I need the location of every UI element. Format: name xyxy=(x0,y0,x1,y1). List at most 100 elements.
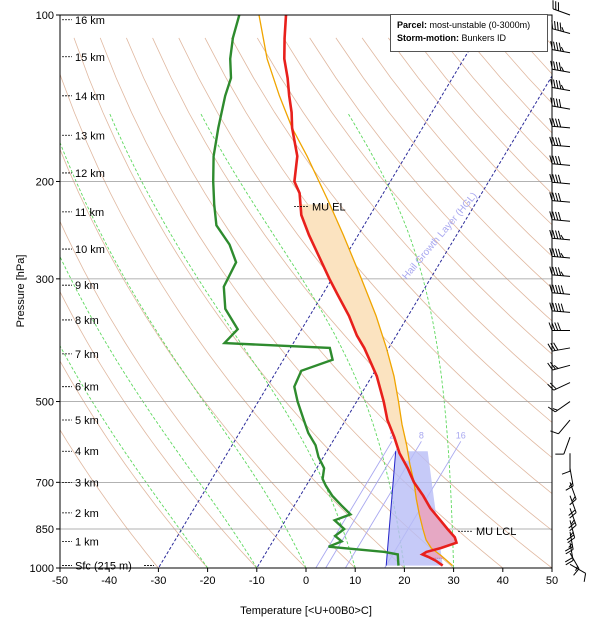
wind-barb-feather xyxy=(555,155,559,165)
wind-barb xyxy=(549,211,571,222)
x-tick-label: -20 xyxy=(200,575,216,587)
x-axis-label: Temperature [<U+00B0>C] xyxy=(240,605,372,617)
x-tick-label: -50 xyxy=(52,575,68,587)
wind-barb xyxy=(569,552,580,576)
wind-barb-feather xyxy=(557,285,562,294)
wind-barb-feather xyxy=(558,80,562,90)
x-tick-label: 20 xyxy=(398,575,410,587)
y-tick-label: 850 xyxy=(36,524,54,536)
height-label: 13 km xyxy=(75,130,105,142)
wind-barb-feather xyxy=(552,408,558,411)
x-tick-label: 50 xyxy=(546,575,558,587)
wind-barb-staff xyxy=(569,508,577,526)
wind-barb-staff xyxy=(552,86,571,92)
moist-adiabat xyxy=(60,344,208,568)
height-label: 1 km xyxy=(75,536,99,548)
wind-barb-staff xyxy=(552,219,571,222)
x-tick-label: 40 xyxy=(497,575,509,587)
wind-barb xyxy=(549,117,571,129)
wind-barb-feather xyxy=(547,383,555,391)
wind-barb-feather xyxy=(549,382,557,390)
wind-barb-feather xyxy=(549,266,553,275)
wind-barb-feather xyxy=(559,22,562,32)
wind-barb xyxy=(569,563,587,582)
dry-adiabat xyxy=(283,37,552,355)
wind-barb xyxy=(569,482,577,506)
wind-barb-feather xyxy=(560,303,565,312)
wind-barb-staff xyxy=(569,468,574,487)
wind-barb xyxy=(550,41,571,54)
wind-barb xyxy=(550,60,571,73)
wind-barb-feather xyxy=(549,248,553,257)
dry-adiabat xyxy=(60,290,258,568)
dry-adiabat xyxy=(230,37,552,423)
height-label: 6 km xyxy=(75,382,99,394)
wind-barb xyxy=(549,155,571,166)
dewpoint-trace xyxy=(211,15,400,566)
dry-adiabat xyxy=(60,220,307,568)
wind-barb-staff xyxy=(558,419,571,435)
isotherm-label: 2 xyxy=(389,430,394,440)
wind-barb-feather xyxy=(553,61,556,70)
wind-barb-feather xyxy=(561,26,565,32)
height-label: 2 km xyxy=(75,508,99,520)
wind-barb-feather xyxy=(569,524,577,532)
wind-barb-feather xyxy=(552,136,556,146)
height-label: 16 km xyxy=(75,15,105,27)
height-label: 11 km xyxy=(75,207,104,219)
wind-barb-feather xyxy=(547,362,554,371)
wind-barb-feather xyxy=(555,118,559,127)
wind-barb-feather xyxy=(557,322,562,331)
wind-barb-feather xyxy=(552,174,556,183)
wind-barb-feather xyxy=(565,549,574,555)
wind-barb-staff xyxy=(552,144,571,148)
wind-barb-feather xyxy=(552,266,556,276)
wind-barb xyxy=(547,361,571,371)
x-tick-label: 0 xyxy=(303,575,309,587)
wind-barb-feather xyxy=(560,66,565,72)
x-tick-label: 30 xyxy=(447,575,459,587)
wind-barb-feather xyxy=(565,559,574,566)
mu-el-label: MU EL xyxy=(312,202,346,214)
wind-barb-feather xyxy=(550,361,556,370)
wind-barb-staff xyxy=(552,105,571,110)
wind-barb-feather xyxy=(560,252,564,258)
wind-barb-feather xyxy=(551,322,556,331)
height-label: 14 km xyxy=(75,91,105,103)
dry-adiabat xyxy=(309,37,552,322)
wind-barb xyxy=(547,342,571,352)
wind-barb-feather xyxy=(552,284,556,294)
y-tick-label: 300 xyxy=(36,274,54,286)
wind-barb-feather xyxy=(560,271,564,277)
height-label: Sfc (215 m) xyxy=(75,561,132,573)
height-label: 12 km xyxy=(75,168,105,180)
legend-parcel-label: Parcel: xyxy=(397,20,428,30)
y-tick-label: 200 xyxy=(36,176,54,188)
cape-fill xyxy=(300,204,410,461)
height-labels: Sfc (215 m) 1 km 2 km 3 km 4 km 5 km 6 km 7 km 8… xyxy=(62,15,154,573)
wind-barb-feather xyxy=(552,118,556,127)
dry-adiabat xyxy=(60,360,209,568)
wind-barb-staff xyxy=(554,401,571,413)
dry-adiabat xyxy=(178,37,552,495)
isotherm-label: 16 xyxy=(456,430,466,440)
dry-adiabat xyxy=(99,37,504,568)
wind-barb xyxy=(550,97,571,110)
dry-adiabat xyxy=(60,429,159,568)
wind-barb-staff xyxy=(569,552,580,569)
y-tick-label: 1000 xyxy=(30,563,54,575)
wind-barb-feather xyxy=(560,285,565,294)
wind-barb-staff xyxy=(569,531,574,550)
wind-barb-feather xyxy=(557,303,562,312)
mu-lcl-label: MU LCL xyxy=(476,526,516,538)
wind-barb-feather xyxy=(573,568,580,576)
wind-barb-feather xyxy=(558,42,562,52)
wind-barb-staff xyxy=(552,163,571,166)
wind-barb-feather xyxy=(583,573,587,582)
wind-barb-staff xyxy=(552,292,571,295)
dry-adiabat xyxy=(572,38,595,580)
cape-cin-fills xyxy=(300,204,457,566)
wind-barb-feather xyxy=(555,248,559,258)
isotherm-label: 8 xyxy=(419,430,424,440)
